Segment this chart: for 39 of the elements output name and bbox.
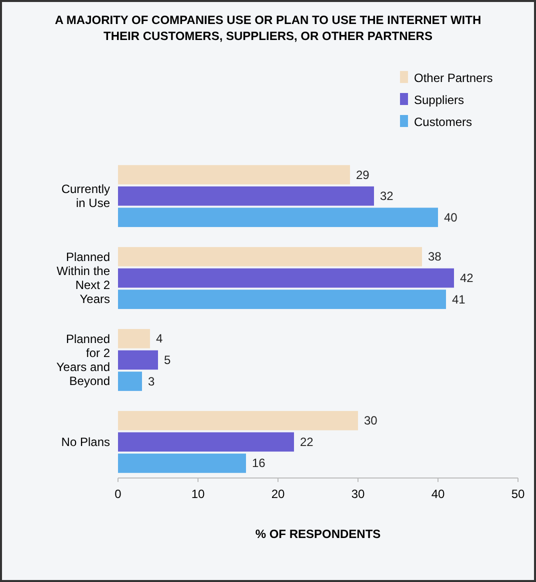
data-label: 5 [164, 352, 171, 367]
data-label: 16 [252, 456, 266, 470]
x-axis-title: % OF RESPONDENTS [255, 527, 381, 541]
bar [118, 432, 294, 452]
data-label: 22 [300, 434, 314, 449]
data-label: 3 [148, 374, 155, 388]
x-tick-label: 50 [511, 487, 525, 501]
x-tick-label: 40 [431, 487, 445, 501]
x-tick-label: 0 [114, 487, 122, 501]
bar [118, 247, 422, 266]
y-tick-label: Planned for 2 Years and Beyond [56, 332, 110, 388]
bar [118, 290, 446, 309]
bar [118, 372, 142, 391]
x-tick-label: 10 [191, 487, 205, 501]
y-tick-label: No Plans [61, 434, 110, 449]
data-label: 38 [428, 250, 442, 264]
legend-label: Suppliers [414, 93, 464, 107]
y-tick-label: Currently in Use [61, 182, 110, 210]
bar [118, 329, 150, 348]
data-label: 40 [444, 210, 458, 224]
chart-title: A MAJORITY OF COMPANIES USE OR PLAN TO USE THE INTERNET WITH THEIR CUSTOMERS, SUPPLIERS, OR OTHER PARTNERS [54, 13, 482, 43]
legend-label: Customers [414, 115, 472, 129]
bar [118, 208, 438, 228]
data-label: 29 [356, 168, 370, 182]
bar [118, 454, 246, 473]
x-tick-label: 20 [271, 487, 285, 501]
legend-label: Other Partners [414, 71, 493, 85]
data-label: 32 [380, 189, 394, 204]
data-label: 41 [452, 292, 466, 306]
x-tick-label: 30 [351, 487, 365, 501]
y-tick-label: Planned Within the Next 2 Years [56, 250, 110, 306]
bar [118, 410, 358, 430]
bar [118, 186, 374, 206]
bar [118, 350, 158, 370]
bar [118, 268, 454, 288]
bar [118, 165, 350, 184]
data-label: 4 [156, 332, 163, 346]
data-label: 42 [460, 271, 474, 286]
data-label: 30 [364, 414, 378, 428]
